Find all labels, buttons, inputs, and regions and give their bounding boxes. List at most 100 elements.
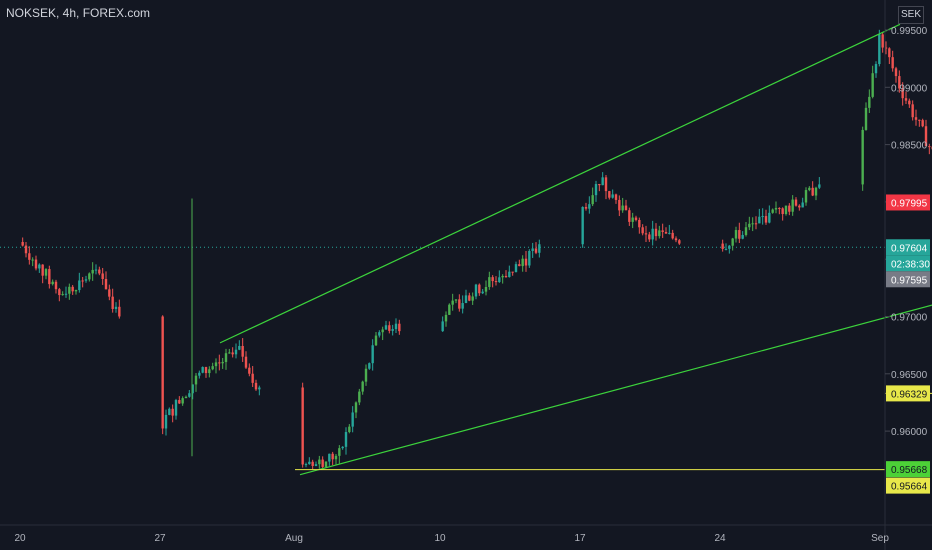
price-tick-label: 0.96500 bbox=[891, 370, 928, 381]
candle-body bbox=[524, 258, 528, 266]
candle-body bbox=[351, 412, 354, 427]
candle-body bbox=[771, 209, 774, 213]
candle-body bbox=[678, 240, 681, 244]
time-tick-label: 17 bbox=[574, 533, 586, 544]
candle-body bbox=[198, 372, 201, 376]
price-axis-tag-text: 0.95664 bbox=[891, 482, 928, 493]
candle-body bbox=[224, 353, 228, 362]
candle-body bbox=[188, 393, 191, 397]
candle-body bbox=[354, 402, 358, 413]
price-axis-tag bbox=[886, 194, 930, 211]
candle-body bbox=[258, 387, 261, 390]
trendline[interactable] bbox=[219, 23, 901, 344]
candle-body bbox=[34, 259, 38, 269]
candle-body bbox=[88, 273, 91, 280]
candle-body bbox=[591, 195, 594, 205]
candle-body bbox=[381, 329, 384, 333]
candle-body bbox=[94, 269, 98, 271]
candle-body bbox=[328, 453, 331, 462]
candle-body bbox=[231, 352, 234, 355]
candle-body bbox=[508, 271, 511, 278]
candle-body bbox=[668, 232, 671, 234]
candle-body bbox=[341, 446, 344, 449]
candle-body bbox=[74, 290, 78, 292]
candle-body bbox=[51, 281, 54, 285]
candle-body bbox=[494, 281, 498, 283]
candle-body bbox=[218, 362, 221, 364]
candle-body bbox=[911, 104, 914, 118]
candle-body bbox=[744, 227, 748, 235]
candle-body bbox=[661, 230, 664, 232]
candle-body bbox=[924, 126, 928, 147]
candle-body bbox=[81, 280, 84, 282]
candle-body bbox=[254, 382, 258, 390]
candle-body bbox=[674, 238, 678, 241]
candle-body bbox=[64, 293, 68, 295]
candle-body bbox=[528, 250, 531, 266]
candle-body bbox=[498, 277, 501, 283]
candle-body bbox=[304, 464, 308, 466]
candle-body bbox=[181, 398, 184, 404]
candle-body bbox=[878, 34, 881, 65]
candle-body bbox=[48, 269, 51, 285]
candle-body bbox=[811, 187, 814, 196]
candle-body bbox=[478, 284, 481, 294]
candle-body bbox=[344, 432, 348, 447]
candle-body bbox=[448, 304, 451, 315]
price-axis-tag bbox=[886, 477, 930, 494]
candle-body bbox=[734, 230, 738, 239]
candle-body bbox=[384, 325, 388, 330]
candle-body bbox=[71, 286, 74, 292]
candle-body bbox=[724, 248, 728, 250]
candle-body bbox=[598, 184, 601, 186]
candle-body bbox=[471, 296, 474, 301]
candle-body bbox=[638, 219, 641, 228]
candle-body bbox=[888, 48, 891, 58]
candle-body bbox=[331, 453, 334, 460]
candle-body bbox=[238, 346, 241, 350]
candle-body bbox=[531, 248, 534, 251]
trendline[interactable] bbox=[299, 239, 932, 476]
candle-body bbox=[194, 375, 198, 385]
candle-body bbox=[741, 234, 744, 239]
currency-button[interactable]: SEK bbox=[898, 6, 924, 24]
price-axis-tag-text: 0.97995 bbox=[891, 198, 928, 209]
candle-body bbox=[794, 199, 798, 206]
candle-body bbox=[358, 391, 361, 403]
time-tick-label: Aug bbox=[285, 533, 303, 544]
candle-body bbox=[441, 321, 444, 332]
candle-body bbox=[514, 264, 518, 273]
candle-body bbox=[804, 190, 808, 203]
candle-body bbox=[814, 187, 818, 196]
candle-body bbox=[248, 367, 251, 374]
candle-body bbox=[321, 459, 324, 467]
time-axis[interactable]: 2027Aug101724Sep12:00142126Oct bbox=[14, 533, 932, 544]
candle-body bbox=[908, 100, 911, 105]
candle-body bbox=[614, 194, 618, 200]
candle-body bbox=[368, 363, 371, 369]
price-axis-tag-text: 0.97604 bbox=[891, 243, 928, 254]
candle-body bbox=[464, 295, 468, 304]
candle-body bbox=[311, 461, 314, 466]
candle-body bbox=[921, 120, 924, 127]
candle-body bbox=[644, 233, 648, 235]
price-axis-tag bbox=[886, 461, 930, 478]
candle-body bbox=[731, 238, 734, 246]
candle-body bbox=[881, 34, 884, 48]
candle-body bbox=[91, 269, 94, 274]
candle-body bbox=[868, 96, 871, 108]
price-axis-tag-text: 0.97595 bbox=[891, 275, 928, 286]
candle-body bbox=[918, 119, 921, 121]
candle-body bbox=[764, 216, 768, 223]
candle-body bbox=[648, 234, 651, 240]
candle-body bbox=[234, 349, 238, 355]
candle-body bbox=[874, 64, 878, 74]
candle-body bbox=[894, 68, 898, 77]
candle-body bbox=[214, 362, 218, 367]
price-axis-tag-text: 0.95668 bbox=[891, 465, 928, 476]
candle-body bbox=[68, 286, 71, 294]
candle-body bbox=[748, 223, 751, 228]
